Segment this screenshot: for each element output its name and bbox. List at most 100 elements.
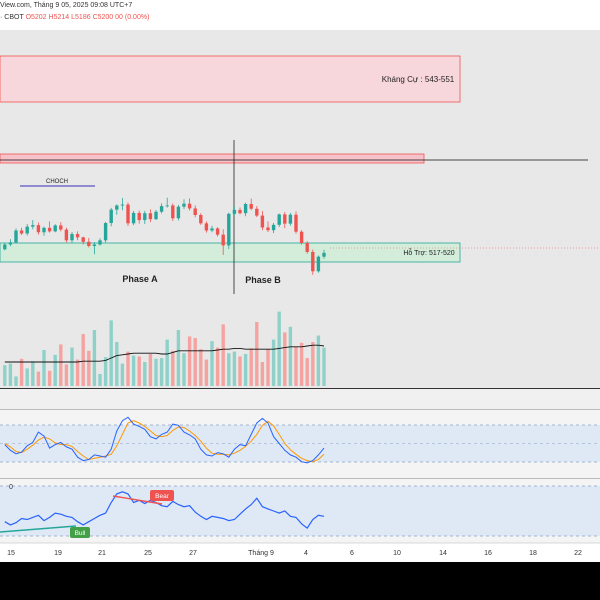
candle[interactable] xyxy=(98,238,102,246)
candle[interactable] xyxy=(243,202,248,217)
candle[interactable] xyxy=(171,203,175,221)
candle[interactable] xyxy=(70,231,74,243)
candle[interactable] xyxy=(210,225,214,233)
bear-divergence-line[interactable] xyxy=(112,495,163,505)
volume-bar xyxy=(75,359,80,386)
volume-bar xyxy=(260,362,265,386)
volume-bar xyxy=(199,349,203,386)
candle[interactable] xyxy=(126,202,130,227)
candle[interactable] xyxy=(182,199,186,210)
candle[interactable] xyxy=(266,221,270,232)
low-value: L5186 xyxy=(71,14,91,21)
candle[interactable] xyxy=(232,206,237,216)
candle[interactable] xyxy=(187,198,192,211)
candle[interactable] xyxy=(283,212,287,229)
rsi-left-label: 0 xyxy=(9,484,13,491)
candle[interactable] xyxy=(3,242,7,251)
candle[interactable] xyxy=(299,230,304,245)
candle[interactable] xyxy=(260,211,265,231)
candle[interactable] xyxy=(294,211,298,234)
volume-bar xyxy=(98,374,102,386)
candle-body xyxy=(210,228,214,231)
candle-body xyxy=(227,213,231,246)
candle[interactable] xyxy=(19,227,24,235)
candle[interactable] xyxy=(47,221,52,233)
stoch-k-line xyxy=(4,416,325,464)
candle[interactable] xyxy=(176,204,181,221)
candle-body xyxy=(215,228,220,235)
volume-bar xyxy=(148,354,153,386)
candle[interactable] xyxy=(255,206,259,218)
open-value: O5202 xyxy=(25,14,47,21)
change-value: 00 (0.00%) xyxy=(115,14,150,21)
candle[interactable] xyxy=(87,237,91,248)
time-label: 19 xyxy=(54,550,62,557)
candle[interactable] xyxy=(109,207,113,227)
candle[interactable] xyxy=(316,255,321,273)
candle[interactable] xyxy=(81,236,85,245)
candle[interactable] xyxy=(227,212,231,249)
candle[interactable] xyxy=(31,220,35,230)
candle[interactable] xyxy=(193,205,197,218)
volume-bar xyxy=(288,326,293,386)
volume-bar xyxy=(204,359,209,386)
time-label: 18 xyxy=(529,550,537,557)
candle[interactable] xyxy=(92,242,97,255)
volume-bar xyxy=(131,355,136,386)
volume-bar xyxy=(42,350,46,386)
candle-body xyxy=(204,223,209,231)
candle-body xyxy=(3,244,7,250)
candle[interactable] xyxy=(131,210,136,226)
candle[interactable] xyxy=(25,223,29,236)
candle[interactable] xyxy=(215,227,220,237)
candle[interactable] xyxy=(154,209,158,221)
candle-body xyxy=(36,225,41,233)
candle[interactable] xyxy=(277,213,281,227)
candle[interactable] xyxy=(311,249,315,275)
candle[interactable] xyxy=(165,197,169,208)
time-label: 22 xyxy=(574,550,582,557)
candle[interactable] xyxy=(204,221,209,233)
candle-body xyxy=(255,208,259,216)
volume-bar xyxy=(271,339,276,386)
support-zone[interactable] xyxy=(0,242,461,263)
candle[interactable] xyxy=(249,198,253,211)
candle[interactable] xyxy=(322,249,326,259)
candle[interactable] xyxy=(305,241,309,254)
candle[interactable] xyxy=(148,209,153,223)
candle[interactable] xyxy=(199,213,203,225)
candle[interactable] xyxy=(14,228,18,244)
candle[interactable] xyxy=(271,223,276,234)
volume-bar xyxy=(193,338,197,386)
candle[interactable] xyxy=(120,198,125,211)
resistance-zone[interactable] xyxy=(0,55,461,103)
candle[interactable] xyxy=(143,210,147,224)
candle-body xyxy=(238,209,242,214)
candle[interactable] xyxy=(221,229,225,255)
candle[interactable] xyxy=(238,207,242,215)
candle[interactable] xyxy=(159,203,164,214)
candle-body xyxy=(299,231,304,243)
bear-badge[interactable] xyxy=(150,490,174,501)
candle[interactable] xyxy=(64,227,69,243)
candle-body xyxy=(120,204,125,206)
candle[interactable] xyxy=(36,222,41,235)
candle[interactable] xyxy=(137,210,141,224)
candle-body xyxy=(64,229,69,241)
candle[interactable] xyxy=(42,226,46,236)
volume-bar xyxy=(316,335,321,386)
candle[interactable] xyxy=(288,212,293,226)
candle[interactable] xyxy=(53,224,57,233)
chart-canvas[interactable]: Kháng Cự : 543-551 Hỗ Trợ: 517-520 CHOCH… xyxy=(0,0,600,562)
candle[interactable] xyxy=(59,222,63,232)
bull-badge[interactable] xyxy=(70,527,90,538)
time-label: 25 xyxy=(144,550,152,557)
candle[interactable] xyxy=(103,221,108,243)
candle-body xyxy=(59,225,63,230)
candle[interactable] xyxy=(115,204,119,215)
candle[interactable] xyxy=(8,239,13,247)
resistance-strip[interactable] xyxy=(0,153,425,164)
candle[interactable] xyxy=(75,231,80,241)
bull-divergence-line[interactable] xyxy=(0,525,77,533)
phase-a-label: Phase A xyxy=(122,274,158,284)
